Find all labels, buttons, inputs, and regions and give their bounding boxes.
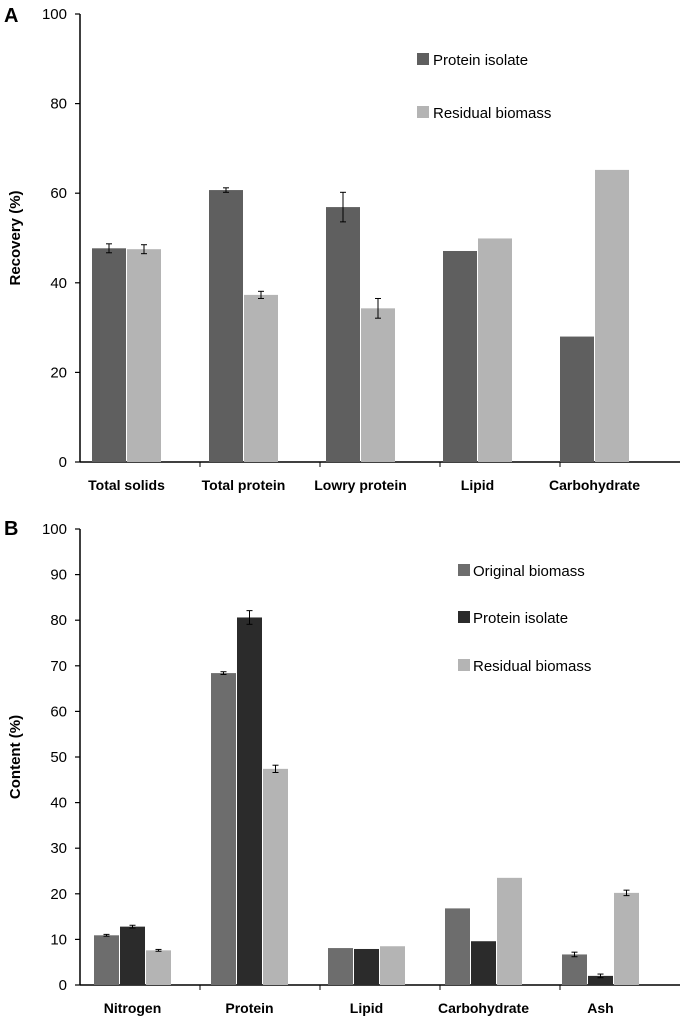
y-tick-label: 20 — [50, 364, 67, 381]
x-category-label: Total solids — [88, 477, 165, 493]
bar-protein-isolate — [209, 190, 243, 462]
bar-protein-isolate — [560, 336, 594, 462]
bar-residual-biomass — [146, 950, 171, 985]
x-category-label: Lowry protein — [314, 477, 407, 493]
bar-residual-biomass — [478, 238, 512, 462]
panel-letter: A — [4, 5, 18, 27]
panel-a: A 0 20 40 60 80 100 Recovery (%) Total solids Tot… — [4, 5, 680, 493]
y-tick-label: 40 — [50, 795, 67, 812]
legend-label: Protein isolate — [433, 52, 528, 69]
x-category-label: Lipid — [461, 477, 494, 493]
panel-letter: B — [4, 518, 18, 540]
y-tick-label: 20 — [50, 886, 67, 903]
y-tick-label: 70 — [50, 658, 67, 675]
bar-protein-isolate — [443, 250, 477, 462]
y-axis-label: Content (%) — [7, 715, 24, 799]
x-category-label: Carbohydrate — [438, 1000, 529, 1016]
bar-protein-isolate — [120, 926, 145, 985]
legend-label: Protein isolate — [473, 610, 568, 627]
x-category-label: Protein — [225, 1000, 273, 1016]
x-category-label: Nitrogen — [104, 1000, 162, 1016]
y-axis-label: Recovery (%) — [7, 190, 24, 285]
bar-original-biomass — [211, 673, 236, 985]
y-tick-label: 100 — [42, 6, 67, 23]
y-tick-label: 60 — [50, 703, 67, 720]
legend-swatch — [458, 611, 470, 623]
x-category-label: Lipid — [350, 1000, 383, 1016]
y-tick-label: 80 — [50, 96, 67, 113]
bar-residual-biomass — [595, 169, 629, 463]
legend-swatch — [458, 564, 470, 576]
bar-original-biomass — [94, 935, 119, 985]
bar-residual-biomass — [497, 877, 522, 985]
legend-label: Original biomass — [473, 563, 585, 580]
bar-protein-isolate — [237, 617, 262, 985]
y-tick-label: 90 — [50, 567, 67, 584]
bar-protein-isolate — [326, 207, 360, 462]
legend-swatch — [417, 106, 429, 118]
bar-original-biomass — [328, 948, 353, 985]
bar-protein-isolate — [354, 948, 379, 985]
y-tick-label: 100 — [42, 521, 67, 538]
legend-label: Residual biomass — [473, 658, 591, 675]
bar-residual-biomass — [263, 768, 288, 985]
x-category-label: Carbohydrate — [549, 477, 640, 493]
legend-swatch — [458, 659, 470, 671]
bar-protein-isolate — [471, 941, 496, 985]
y-tick-label: 0 — [59, 977, 67, 994]
y-tick-label: 30 — [50, 840, 67, 857]
bar-original-biomass — [445, 908, 470, 985]
bar-original-biomass — [562, 954, 587, 985]
x-category-label: Ash — [587, 1000, 613, 1016]
bar-protein-isolate — [92, 248, 126, 462]
bar-residual-biomass — [361, 308, 395, 462]
legend-swatch — [417, 53, 429, 65]
x-category-label: Total protein — [202, 477, 286, 493]
y-tick-label: 40 — [50, 275, 67, 292]
y-tick-label: 60 — [50, 185, 67, 202]
bar-residual-biomass — [614, 892, 639, 985]
y-tick-label: 10 — [50, 931, 67, 948]
bar-residual-biomass — [127, 249, 161, 462]
bar-protein-isolate — [588, 975, 613, 985]
legend-label: Residual biomass — [433, 105, 551, 122]
y-tick-label: 50 — [50, 749, 67, 766]
bar-residual-biomass — [380, 946, 405, 985]
y-tick-label: 80 — [50, 612, 67, 629]
y-tick-label: 0 — [59, 454, 67, 471]
panel-b: B 0 10 20 30 40 50 60 70 80 90 100 Content (%) Nitrog… — [4, 518, 680, 1016]
bar-residual-biomass — [244, 294, 278, 462]
